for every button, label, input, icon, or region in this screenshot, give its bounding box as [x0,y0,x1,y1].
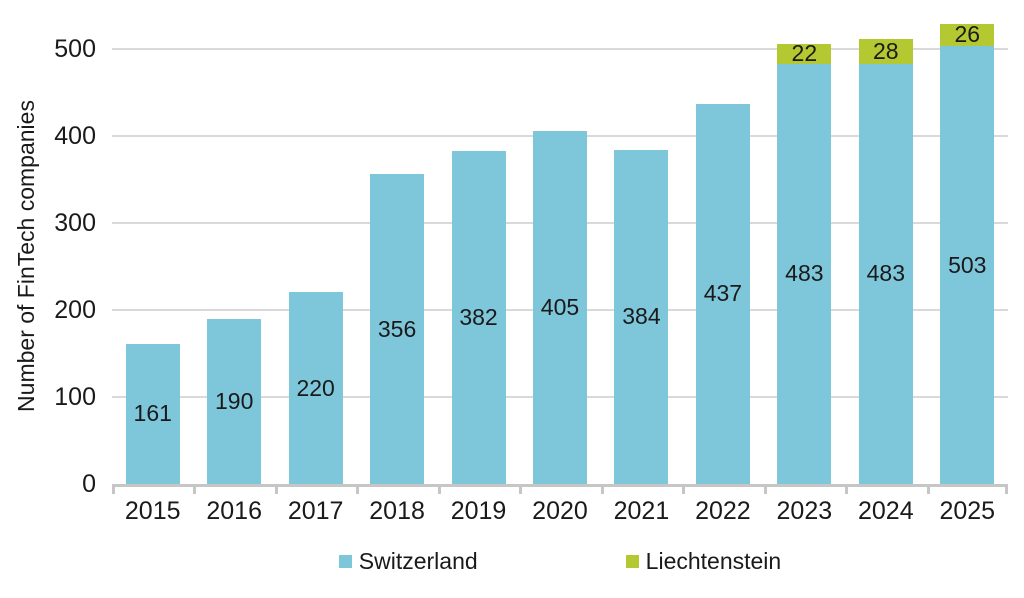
y-tick-label: 100 [54,382,96,411]
bar-value-label: 503 [948,251,987,278]
plot-area: 161 190 220 356 382 405 384 437 483 22 483 28 503 26 [112,20,1008,484]
bar-slot-2023: 483 22 [764,20,845,484]
x-label-2018: 2018 [369,497,425,525]
bar-value-label: 220 [296,374,335,401]
bar-segment-2020-switzerland: 405 [532,131,587,484]
x-label-2024: 2024 [857,497,914,525]
x-axis-line [112,484,1008,487]
bar-slot-2018: 356 [356,20,437,484]
bar-segment-2024-liechtenstein: 28 [858,37,913,64]
bar-value-label: 161 [133,400,172,427]
bar-value-label: 437 [703,280,743,307]
x-tick [356,484,359,494]
x-axis-labels: 2015 2016 2017 2018 2019 2020 2021 2022 2023 2024… [112,494,1008,528]
x-label-2016: 2016 [206,497,262,525]
x-label-2020: 2020 [532,497,588,525]
gridline-500 [112,47,1008,50]
x-tick [519,484,522,494]
x-tick [112,484,115,494]
x-label-2015: 2015 [124,497,181,525]
bar-segment-2025-switzerland: 503 [940,46,995,484]
bar-segment-2025-liechtenstein: 26 [940,21,995,48]
bar-slot-2017: 220 [275,20,356,484]
bar-value-label: 483 [866,260,905,287]
bar-segment-2023-switzerland: 483 [777,63,832,484]
x-tick [845,484,848,494]
bar-value-label: 384 [622,303,661,330]
x-tick [438,484,441,494]
legend-swatch-liechtenstein [625,555,639,568]
x-tick [193,484,196,494]
x-tick [601,484,604,494]
bar-value-label: 22 [791,40,818,67]
bar-segment-2015-switzerland: 161 [125,343,180,484]
y-tick-label: 0 [82,470,96,498]
bar-value-label: 28 [873,37,899,64]
x-label-2022: 2022 [695,497,751,525]
bar-value-label: 382 [459,304,498,331]
bar-value-label: 190 [214,387,254,414]
legend-swatch-switzerland [338,555,352,568]
x-tick [927,484,930,494]
y-tick-label: 300 [54,208,96,237]
bar-segment-2016-switzerland: 190 [207,318,262,484]
legend-label: Switzerland [358,548,478,574]
bar-segment-2018-switzerland: 356 [370,174,425,484]
bar-value-label: 483 [785,260,824,287]
legend-item-switzerland: Switzerland [338,548,478,575]
x-tick [275,484,278,494]
bar-segment-2022-switzerland: 437 [695,103,750,484]
bar-slot-2021: 384 [601,20,682,484]
bar-value-label: 26 [954,21,981,48]
bar-slot-2015: 161 [112,20,193,484]
bar-value-label: 405 [540,294,580,321]
bar-segment-2019-switzerland: 382 [451,151,506,484]
bar-slot-2022: 437 [682,20,763,484]
bar-slot-2016: 190 [193,20,274,484]
y-tick-label: 500 [54,34,96,63]
bar-value-label: 356 [377,315,417,342]
x-label-2025: 2025 [939,497,996,525]
x-label-2021: 2021 [613,497,670,525]
y-axis-tick-labels: 0 100 200 300 400 500 [20,20,96,498]
x-tick [764,484,767,494]
bar-segment-2024-switzerland: 483 [858,63,913,484]
bars: 161 190 220 356 382 405 384 437 483 22 483 28 503 26 [112,20,1008,484]
x-label-2019: 2019 [450,497,507,525]
legend-item-liechtenstein: Liechtenstein [625,548,782,575]
y-tick-label: 400 [54,121,96,150]
bar-segment-2021-switzerland: 384 [614,149,669,484]
bar-slot-2019: 382 [438,20,519,484]
bar-slot-2024: 483 28 [845,20,926,484]
x-tick [1005,484,1008,494]
legend-label: Liechtenstein [645,548,782,574]
bar-slot-2025: 503 26 [927,20,1008,484]
x-label-2017: 2017 [287,497,344,525]
bar-slot-2020: 405 [519,20,600,484]
x-tick [682,484,685,494]
x-label-2023: 2023 [776,497,833,525]
legend: Switzerland Liechtenstein [112,548,1008,575]
bar-segment-2023-liechtenstein: 22 [777,40,832,67]
bar-segment-2017-switzerland: 220 [288,292,343,484]
y-tick-label: 200 [54,295,96,324]
